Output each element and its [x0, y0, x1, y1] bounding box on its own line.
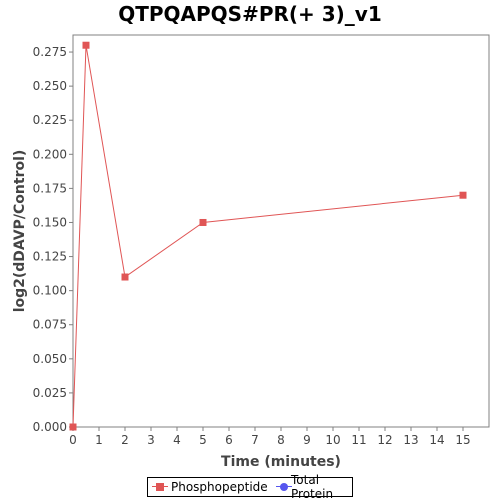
y-tick-label: 0.175 [33, 181, 67, 195]
y-tick-label: 0.250 [33, 79, 67, 93]
x-tick-label: 14 [429, 433, 444, 447]
data-point [69, 423, 77, 431]
data-point [82, 41, 90, 49]
x-tick-label: 8 [277, 433, 285, 447]
legend-item: Phosphopeptide [152, 480, 268, 494]
circle-marker-icon [275, 482, 292, 492]
x-axis-title: Time (minutes) [221, 454, 341, 470]
x-tick-label: 2 [121, 433, 129, 447]
chart-title: QTPQAPQS#PR(+ 3)_v1 [118, 2, 382, 26]
y-tick-label: 0.000 [33, 420, 67, 434]
legend: Phosphopeptide Total Protein [147, 473, 353, 501]
x-tick-label: 5 [199, 433, 207, 447]
y-tick-label: 0.275 [33, 45, 67, 59]
y-tick-label: 0.025 [33, 386, 67, 400]
x-tick-label: 3 [147, 433, 155, 447]
data-point [459, 191, 467, 199]
x-tick-label: 9 [303, 433, 311, 447]
x-tick-label: 12 [377, 433, 392, 447]
x-tick-label: 1 [95, 433, 103, 447]
y-tick-label: 0.125 [33, 250, 67, 264]
legend-item: Total Protein [275, 473, 348, 501]
series-layer [69, 41, 467, 431]
x-tick-label: 7 [251, 433, 259, 447]
x-axis-ticks: 0 1 2 3 4 5 6 7 8 9 10 11 12 13 14 15 [69, 427, 471, 447]
x-tick-label: 15 [455, 433, 470, 447]
y-axis-title: log2(dDAVP/Control) [12, 150, 28, 313]
plot-area [72, 34, 490, 428]
x-tick-label: 6 [225, 433, 233, 447]
y-tick-label: 0.150 [33, 215, 67, 229]
x-tick-label: 0 [69, 433, 77, 447]
y-tick-label: 0.225 [33, 113, 67, 127]
data-point [121, 273, 129, 281]
y-tick-label: 0.200 [33, 147, 67, 161]
data-point [199, 218, 207, 226]
y-tick-label: 0.100 [33, 284, 67, 298]
y-axis-ticks: 0.000 0.025 0.050 0.075 0.100 0.125 0.150 0.175… [33, 45, 73, 434]
legend-label: Phosphopeptide [171, 480, 268, 494]
square-marker-icon [152, 482, 168, 492]
x-tick-label: 10 [325, 433, 340, 447]
legend-label: Total Protein [291, 473, 334, 501]
y-tick-label: 0.050 [33, 352, 67, 366]
y-tick-label: 0.075 [33, 318, 67, 332]
x-tick-label: 13 [403, 433, 418, 447]
x-tick-label: 4 [173, 433, 181, 447]
x-tick-label: 11 [351, 433, 366, 447]
